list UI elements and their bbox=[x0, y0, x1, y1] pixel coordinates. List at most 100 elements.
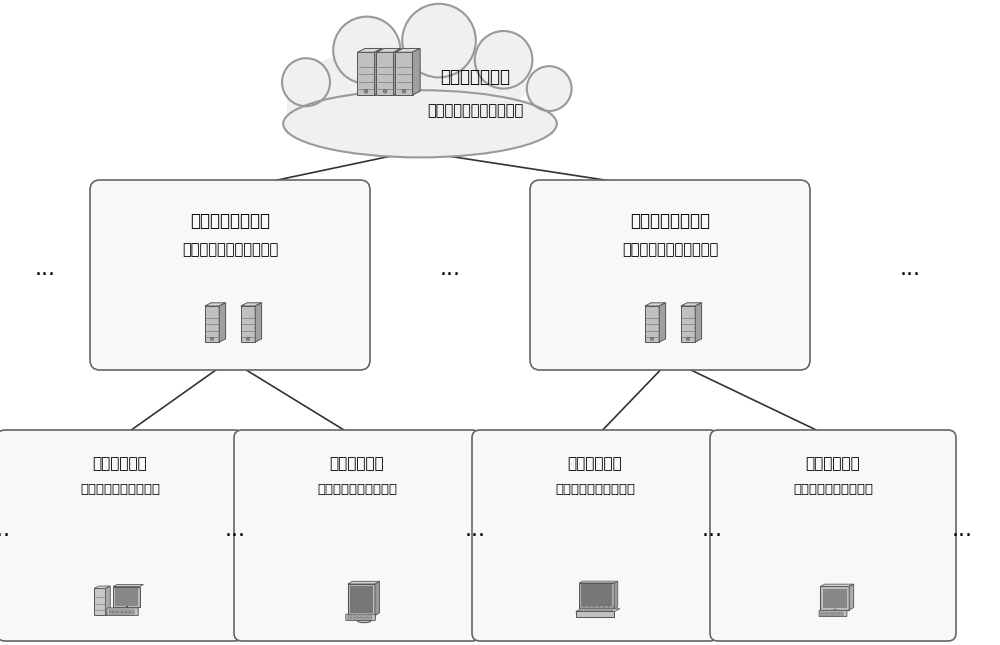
Polygon shape bbox=[205, 303, 226, 306]
FancyBboxPatch shape bbox=[839, 614, 843, 615]
FancyBboxPatch shape bbox=[600, 606, 604, 608]
FancyBboxPatch shape bbox=[109, 610, 113, 611]
Circle shape bbox=[475, 31, 532, 88]
Text: ···: ··· bbox=[224, 526, 246, 546]
FancyBboxPatch shape bbox=[710, 430, 956, 641]
Text: ···: ··· bbox=[900, 265, 920, 285]
Text: ···: ··· bbox=[702, 526, 722, 546]
Polygon shape bbox=[219, 303, 226, 342]
FancyBboxPatch shape bbox=[580, 606, 584, 608]
FancyBboxPatch shape bbox=[821, 614, 824, 615]
Text: 终端计算设备: 终端计算设备 bbox=[93, 456, 147, 471]
Text: ···: ··· bbox=[0, 526, 10, 546]
FancyBboxPatch shape bbox=[131, 612, 134, 614]
Polygon shape bbox=[376, 48, 401, 52]
FancyBboxPatch shape bbox=[353, 618, 357, 619]
FancyBboxPatch shape bbox=[821, 612, 824, 613]
FancyBboxPatch shape bbox=[825, 614, 829, 615]
Polygon shape bbox=[375, 581, 379, 615]
Circle shape bbox=[383, 89, 387, 93]
Bar bbox=[581, 584, 612, 607]
Bar bbox=[645, 306, 659, 342]
FancyBboxPatch shape bbox=[131, 610, 134, 611]
Text: （可部署数据处理装置）: （可部署数据处理装置） bbox=[182, 242, 278, 257]
FancyBboxPatch shape bbox=[234, 430, 480, 641]
Text: ···: ··· bbox=[34, 265, 56, 285]
FancyBboxPatch shape bbox=[605, 606, 609, 608]
FancyBboxPatch shape bbox=[118, 612, 121, 614]
Polygon shape bbox=[395, 48, 420, 52]
FancyBboxPatch shape bbox=[126, 612, 130, 614]
Polygon shape bbox=[614, 581, 618, 609]
FancyBboxPatch shape bbox=[825, 612, 829, 613]
Bar bbox=[241, 306, 255, 342]
FancyBboxPatch shape bbox=[113, 612, 117, 614]
Polygon shape bbox=[659, 303, 666, 342]
Polygon shape bbox=[849, 584, 854, 610]
Text: （可作数据处理装置）: （可作数据处理装置） bbox=[555, 483, 635, 496]
Text: 终端计算设备: 终端计算设备 bbox=[806, 456, 860, 471]
FancyBboxPatch shape bbox=[604, 609, 608, 611]
Polygon shape bbox=[579, 581, 618, 583]
Polygon shape bbox=[695, 303, 702, 342]
FancyBboxPatch shape bbox=[348, 618, 352, 619]
Circle shape bbox=[402, 89, 406, 93]
Text: （可作数据处理装置）: （可作数据处理装置） bbox=[80, 483, 160, 496]
Text: 云计算设备系统: 云计算设备系统 bbox=[440, 68, 510, 86]
Bar bbox=[115, 588, 138, 606]
Polygon shape bbox=[645, 303, 666, 306]
FancyBboxPatch shape bbox=[122, 612, 126, 614]
FancyBboxPatch shape bbox=[358, 618, 362, 619]
Bar bbox=[823, 589, 847, 608]
FancyBboxPatch shape bbox=[830, 614, 834, 615]
FancyBboxPatch shape bbox=[835, 612, 838, 613]
FancyBboxPatch shape bbox=[368, 618, 371, 619]
FancyBboxPatch shape bbox=[819, 610, 847, 617]
Bar bbox=[395, 52, 413, 95]
Bar bbox=[357, 52, 375, 95]
FancyBboxPatch shape bbox=[839, 612, 843, 613]
FancyBboxPatch shape bbox=[595, 606, 599, 608]
Circle shape bbox=[402, 4, 476, 77]
Text: （可部署数据处理装置）: （可部署数据处理装置） bbox=[622, 242, 718, 257]
FancyBboxPatch shape bbox=[579, 609, 583, 611]
FancyBboxPatch shape bbox=[585, 606, 589, 608]
Text: ···: ··· bbox=[951, 526, 972, 546]
FancyBboxPatch shape bbox=[610, 606, 613, 608]
Polygon shape bbox=[113, 584, 144, 586]
Polygon shape bbox=[681, 303, 702, 306]
Ellipse shape bbox=[291, 48, 526, 125]
FancyBboxPatch shape bbox=[109, 612, 113, 614]
FancyBboxPatch shape bbox=[363, 618, 367, 619]
FancyBboxPatch shape bbox=[530, 180, 810, 370]
Bar bbox=[820, 586, 849, 610]
FancyBboxPatch shape bbox=[590, 606, 594, 608]
Bar bbox=[681, 306, 695, 342]
Text: （可作数据处理装置）: （可作数据处理装置） bbox=[793, 483, 873, 496]
Polygon shape bbox=[94, 586, 110, 588]
Bar bbox=[113, 586, 140, 608]
FancyBboxPatch shape bbox=[126, 610, 130, 611]
Circle shape bbox=[686, 337, 690, 341]
Ellipse shape bbox=[298, 48, 519, 116]
Bar bbox=[579, 583, 614, 609]
FancyBboxPatch shape bbox=[368, 616, 371, 617]
Bar bbox=[376, 52, 394, 95]
FancyBboxPatch shape bbox=[358, 616, 362, 617]
FancyBboxPatch shape bbox=[594, 609, 598, 611]
Text: ···: ··· bbox=[440, 265, 460, 285]
Polygon shape bbox=[394, 48, 401, 95]
FancyBboxPatch shape bbox=[287, 100, 553, 135]
Ellipse shape bbox=[283, 90, 557, 157]
Polygon shape bbox=[106, 586, 110, 615]
FancyBboxPatch shape bbox=[363, 616, 367, 617]
Polygon shape bbox=[820, 584, 854, 586]
Circle shape bbox=[333, 17, 400, 84]
Text: （可部署数据处理装置）: （可部署数据处理装置） bbox=[427, 103, 523, 119]
FancyBboxPatch shape bbox=[609, 609, 613, 611]
FancyBboxPatch shape bbox=[113, 610, 117, 611]
Circle shape bbox=[210, 337, 214, 341]
Text: 边缘计算设备系统: 边缘计算设备系统 bbox=[630, 212, 710, 230]
FancyBboxPatch shape bbox=[90, 180, 370, 370]
Bar bbox=[94, 588, 106, 615]
